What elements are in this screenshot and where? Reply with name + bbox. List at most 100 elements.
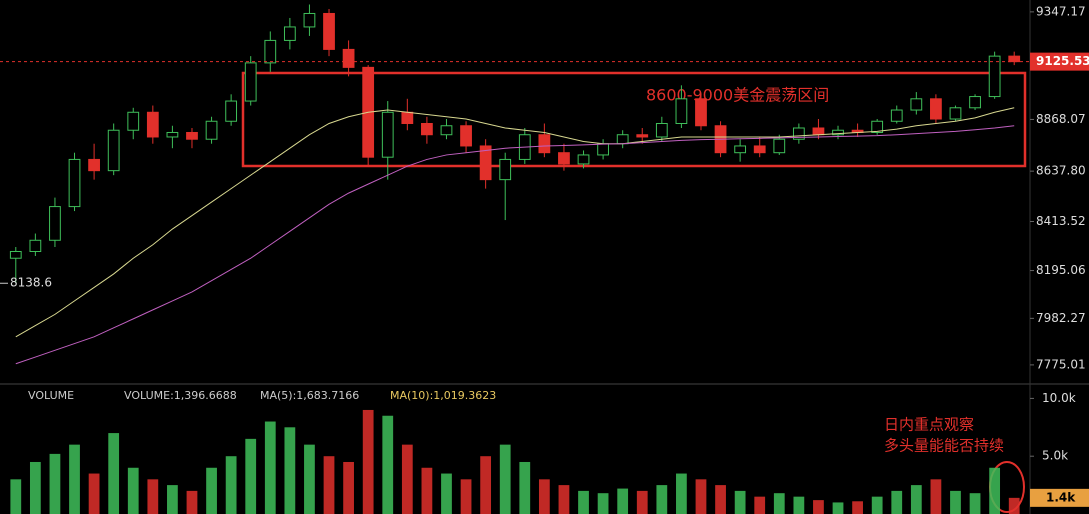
candle-body — [695, 98, 707, 127]
y-tick-label: 8195.06 — [1036, 263, 1086, 277]
y-tick-label: 7775.01 — [1036, 357, 1086, 371]
candle-body — [930, 98, 942, 120]
candle-body — [205, 120, 218, 140]
candle-body — [792, 127, 805, 140]
y-tick-label: 8637.80 — [1036, 164, 1086, 178]
volume-bar — [871, 496, 883, 514]
candle-body — [342, 48, 355, 68]
volume-bar — [284, 427, 296, 514]
candle-body — [421, 123, 433, 136]
candle-body — [49, 206, 61, 241]
candle-body — [577, 154, 590, 165]
volume-bar — [813, 500, 824, 514]
volume-bar — [930, 479, 942, 514]
candle-body — [1008, 55, 1021, 63]
volume-legend: MA(5):1,683.7166 — [260, 389, 359, 402]
volume-bar — [88, 473, 100, 514]
volume-annotation: 多头量能能否持续 — [884, 437, 1004, 455]
volume-bar — [617, 488, 629, 514]
candle-body — [636, 134, 649, 138]
volume-bar — [245, 438, 257, 514]
volume-bar — [186, 490, 198, 514]
volume-bar — [773, 493, 785, 514]
volume-annotation: 日内重点观察 — [884, 416, 974, 434]
candle-body — [773, 138, 786, 154]
volume-bar — [421, 467, 433, 514]
last-volume-tag — [1030, 488, 1089, 507]
candle-body — [460, 125, 472, 147]
volume-bar — [323, 456, 335, 514]
volume-bar — [499, 444, 511, 514]
ma-line — [15, 125, 1015, 365]
volume-legend: MA(10):1,019.3623 — [390, 389, 496, 402]
volume-bar — [108, 433, 120, 514]
volume-bar — [989, 467, 1001, 514]
volume-bar — [519, 461, 531, 514]
volume-bar — [167, 485, 178, 514]
volume-bar — [69, 444, 80, 514]
y-tick-label: 9347.17 — [1036, 4, 1086, 18]
candle-body — [107, 129, 120, 172]
candle-body — [29, 239, 42, 252]
candle-body — [381, 111, 394, 158]
volume-bar — [304, 444, 315, 514]
candle-body — [283, 26, 296, 41]
volume-bar — [206, 467, 217, 514]
volume-bar — [127, 467, 139, 514]
candle-body — [734, 145, 747, 154]
candle-body — [186, 131, 198, 140]
volume-bar — [225, 456, 237, 514]
candle-body — [303, 12, 316, 28]
volume-title: VOLUME — [28, 389, 74, 402]
candle-body — [597, 143, 609, 156]
volume-bar — [636, 490, 648, 514]
candle-body — [9, 250, 22, 259]
last-price-tag — [1030, 52, 1089, 71]
candle-body — [558, 152, 570, 165]
volume-bar — [793, 496, 805, 514]
candle-body — [969, 96, 981, 109]
last-volume-label: 1.4k — [1046, 490, 1076, 504]
volume-bar — [734, 490, 746, 514]
volume-legend: VOLUME:1,396.6688 — [124, 389, 237, 402]
candle-body — [675, 98, 688, 125]
volume-bar — [754, 496, 766, 514]
y-tick-label: 7982.27 — [1036, 311, 1086, 325]
y-tick-label: 8868.07 — [1036, 112, 1086, 126]
volume-bar — [441, 473, 452, 514]
volume-bar — [1008, 497, 1020, 514]
candle-body — [910, 98, 923, 111]
volume-bar — [891, 490, 903, 514]
volume-bar — [656, 485, 668, 514]
volume-bar — [480, 456, 492, 514]
volume-bar — [852, 501, 863, 514]
volume-bar — [538, 479, 550, 514]
candle-body — [244, 62, 257, 102]
candle-body — [655, 123, 668, 138]
volume-bar — [715, 485, 726, 514]
candle-body — [440, 125, 453, 136]
range-annotation: 8600-9000美金震荡区间 — [646, 86, 829, 105]
volume-bar — [969, 493, 981, 514]
volume-bar — [343, 461, 354, 514]
candle-body — [871, 120, 884, 133]
candle-body — [166, 131, 179, 138]
candle-body — [127, 111, 140, 131]
volume-bar — [382, 415, 394, 514]
candle-body — [832, 129, 844, 136]
candle-body — [401, 111, 414, 125]
volume-bar — [460, 479, 472, 514]
low-marker-label: 8138.6 — [10, 276, 52, 290]
volume-bar — [950, 490, 961, 514]
volume-bar — [558, 485, 570, 514]
candle-body — [812, 127, 825, 136]
y-tick-label: 5.0k — [1042, 449, 1068, 463]
volume-bar — [676, 473, 687, 514]
volume-bar — [147, 479, 159, 514]
volume-bar — [49, 453, 61, 514]
candle-body — [949, 107, 962, 120]
volume-bar — [264, 421, 276, 514]
volume-bar — [597, 493, 609, 514]
volume-bar — [695, 479, 707, 514]
candle-body — [68, 158, 81, 208]
